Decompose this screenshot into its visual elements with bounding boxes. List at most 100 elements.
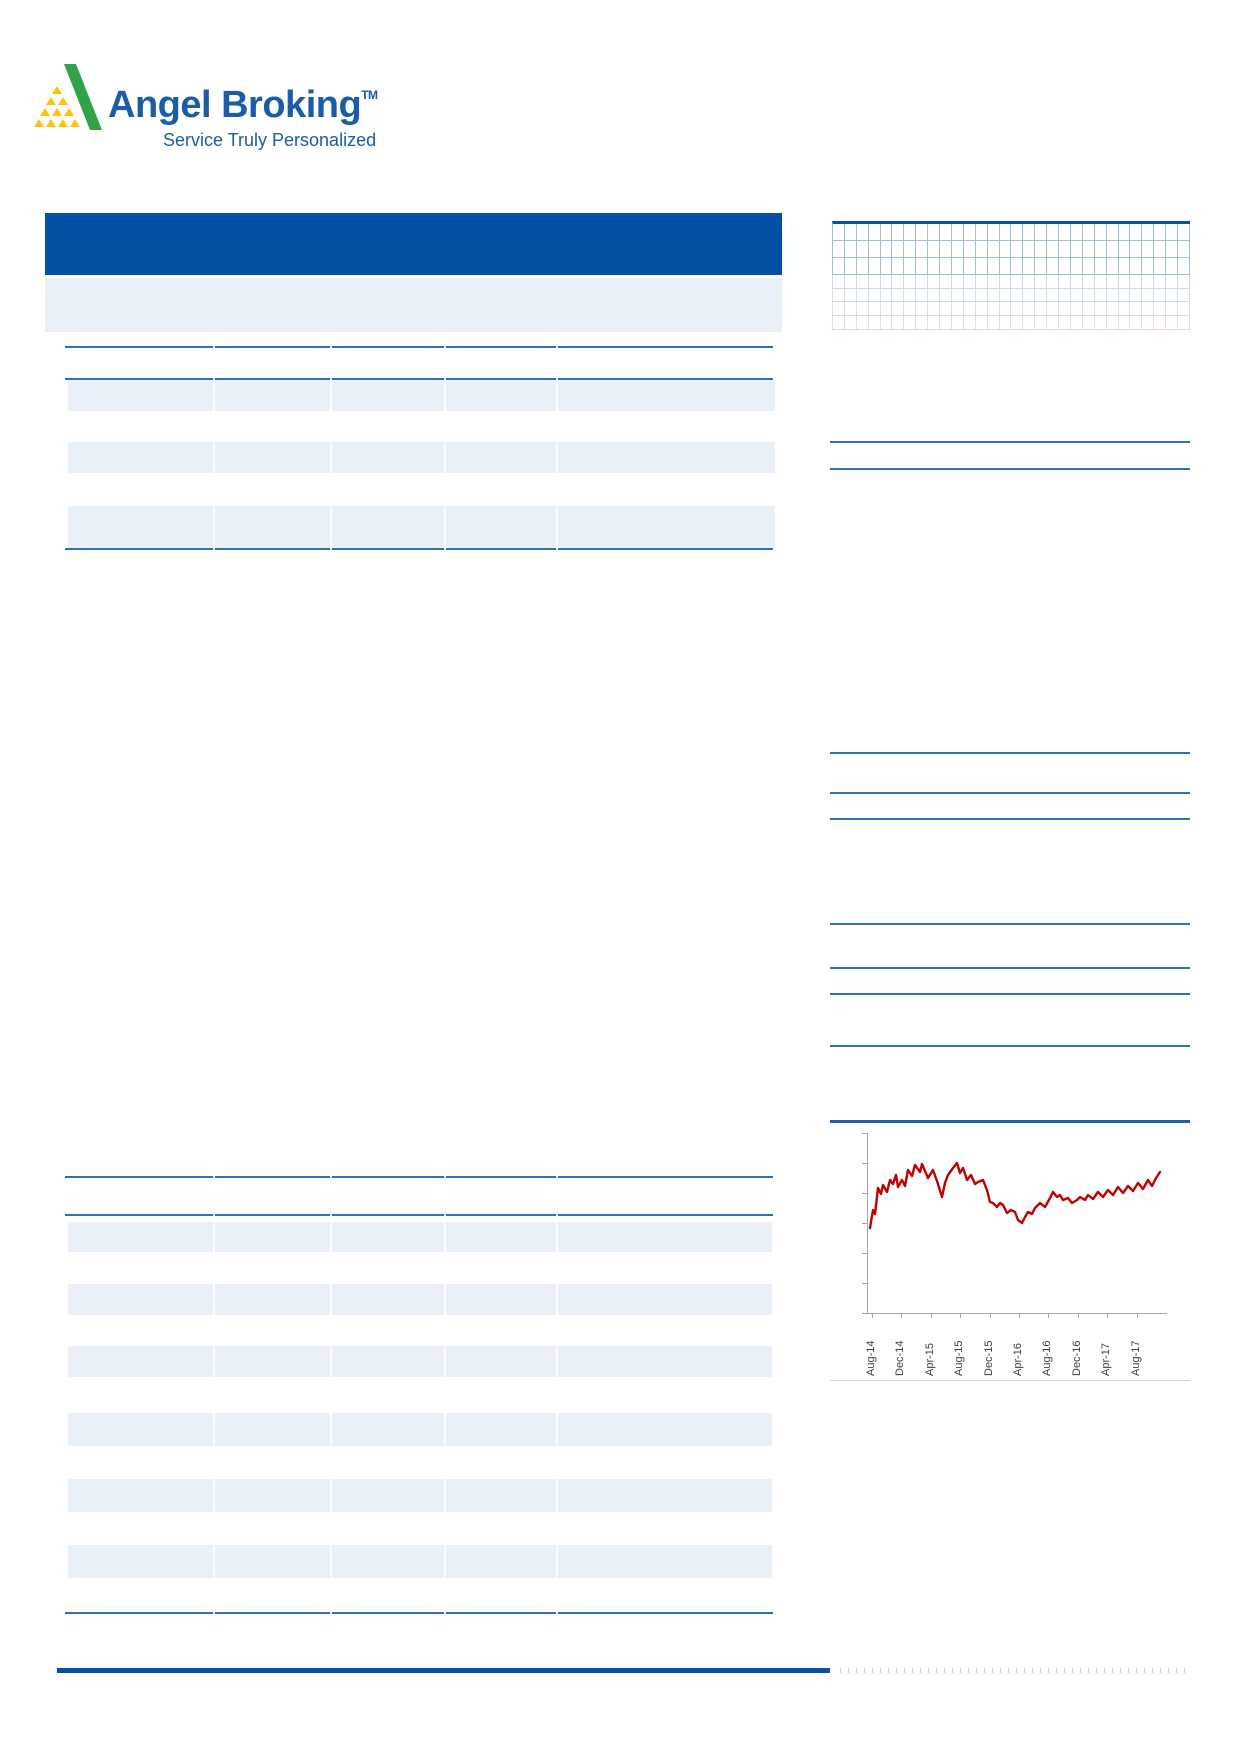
mini-grid-cell — [1070, 224, 1083, 241]
mini-grid-cell — [987, 275, 1000, 289]
mini-grid-cell — [844, 302, 857, 316]
mini-grid-cell — [833, 258, 845, 275]
mini-grid-cell — [1106, 316, 1119, 330]
top-table-rule-top — [65, 346, 773, 348]
mini-grid-cell — [904, 258, 917, 275]
x-tick-label: Aug-16 — [1041, 1340, 1054, 1376]
mini-grid-cell — [951, 241, 964, 258]
mini-grid-cell — [1082, 258, 1095, 275]
mini-grid-cell — [880, 258, 893, 275]
mini-grid-cell — [1011, 302, 1024, 316]
mini-grid-cell — [1082, 275, 1095, 289]
sidebar-rule — [830, 752, 1190, 754]
brand-name: Angel BrokingTM — [108, 84, 378, 126]
mini-grid-cell — [1094, 241, 1107, 258]
mini-grid-cell — [1047, 275, 1060, 289]
mini-grid-cell — [1059, 224, 1071, 241]
mini-grid-cell — [999, 316, 1012, 330]
mini-grid-cell — [1070, 258, 1083, 275]
brand-tagline: Service Truly Personalized — [163, 130, 377, 150]
mini-grid-cell — [928, 224, 941, 241]
mini-grid-cell — [1166, 302, 1179, 316]
y-axis-tick — [862, 1223, 867, 1224]
mini-grid-cell — [1082, 302, 1095, 316]
top-table-column-divider — [444, 340, 446, 554]
top-table-row-shaded — [68, 380, 775, 411]
sidebar-rule — [830, 993, 1190, 995]
mini-grid-cell — [975, 302, 988, 316]
mini-grid-cell — [1023, 288, 1036, 302]
mini-grid-cell — [1154, 258, 1167, 275]
x-tick-label: Apr-16 — [1012, 1342, 1024, 1376]
mini-grid-cell — [904, 241, 917, 258]
mini-grid-cell — [1082, 224, 1095, 241]
mini-grid-cell — [1142, 288, 1155, 302]
mini-grid-cell — [999, 241, 1012, 258]
x-tick-label: Aug-14 — [865, 1340, 877, 1376]
mini-grid-cell — [880, 302, 893, 316]
mini-grid-cell — [880, 275, 893, 289]
mini-grid-cell — [1154, 224, 1167, 241]
mini-grid-cell — [1059, 241, 1071, 258]
mini-grid-cell — [940, 288, 952, 302]
mini-grid-cell — [1082, 316, 1095, 330]
mini-grid-cell — [975, 258, 988, 275]
mini-grid-cell — [987, 241, 1000, 258]
top-table-column-divider — [213, 340, 215, 554]
mini-grid-cell — [1035, 316, 1048, 330]
mini-grid-cell — [1178, 316, 1190, 330]
mini-grid-cell — [1142, 275, 1155, 289]
mini-grid-cell — [868, 275, 881, 289]
mini-grid-cell — [856, 258, 869, 275]
mini-grid-cell — [1023, 302, 1036, 316]
mini-grid-cell — [833, 288, 845, 302]
mini-grid-cell — [1082, 288, 1095, 302]
sidebar-rule — [830, 441, 1190, 443]
mini-grid-cell — [987, 288, 1000, 302]
mini-grid-cell — [1154, 316, 1167, 330]
mini-grid-cell — [940, 275, 952, 289]
mini-grid-cell — [951, 316, 964, 330]
mini-grid-cell — [1166, 275, 1179, 289]
mini-grid-cell — [892, 288, 905, 302]
mini-grid-cell — [1142, 302, 1155, 316]
y-axis-tick — [862, 1253, 867, 1254]
mini-grid-cell — [963, 302, 976, 316]
mini-grid-cell — [880, 316, 893, 330]
mini-grid-cell — [1106, 224, 1119, 241]
mini-grid-cell — [1070, 241, 1083, 258]
mini-grid-cell — [940, 241, 952, 258]
mini-grid-cell — [928, 241, 941, 258]
bottom-table-row-shaded — [68, 1413, 772, 1446]
bottom-table-column-divider — [444, 1170, 446, 1615]
mini-grid-cell — [856, 302, 869, 316]
mini-grid-cell — [1166, 288, 1179, 302]
mini-grid-cell — [1023, 258, 1036, 275]
mini-grid-cell — [987, 316, 1000, 330]
mini-grid-cell — [1130, 302, 1143, 316]
mini-grid-cell — [999, 258, 1012, 275]
mini-grid-cell — [951, 275, 964, 289]
mini-grid-cell — [1059, 275, 1071, 289]
mini-grid-cell — [868, 258, 881, 275]
bottom-table-rule-top — [65, 1176, 773, 1178]
mini-grid-cell — [1047, 288, 1060, 302]
mini-grid-cell — [1118, 275, 1131, 289]
mini-grid-cell — [1178, 275, 1190, 289]
mini-grid-faint-band — [832, 275, 1190, 302]
mini-grid-cell — [928, 316, 941, 330]
mini-grid-cell — [916, 241, 929, 258]
bottom-table-rule-header — [65, 1214, 773, 1216]
mini-grid-cell — [1178, 302, 1190, 316]
mini-grid-cell — [1047, 316, 1060, 330]
x-axis-tick — [1107, 1314, 1109, 1318]
mini-grid-cell — [844, 241, 857, 258]
mini-grid-cell — [844, 258, 857, 275]
mini-grid-cell — [1178, 258, 1190, 275]
mini-grid-cell — [940, 302, 952, 316]
mini-grid-cell — [999, 302, 1012, 316]
chart-header-rule — [830, 1120, 1190, 1123]
mini-grid-cell — [940, 316, 952, 330]
x-tick-label: Apr-15 — [923, 1342, 936, 1376]
